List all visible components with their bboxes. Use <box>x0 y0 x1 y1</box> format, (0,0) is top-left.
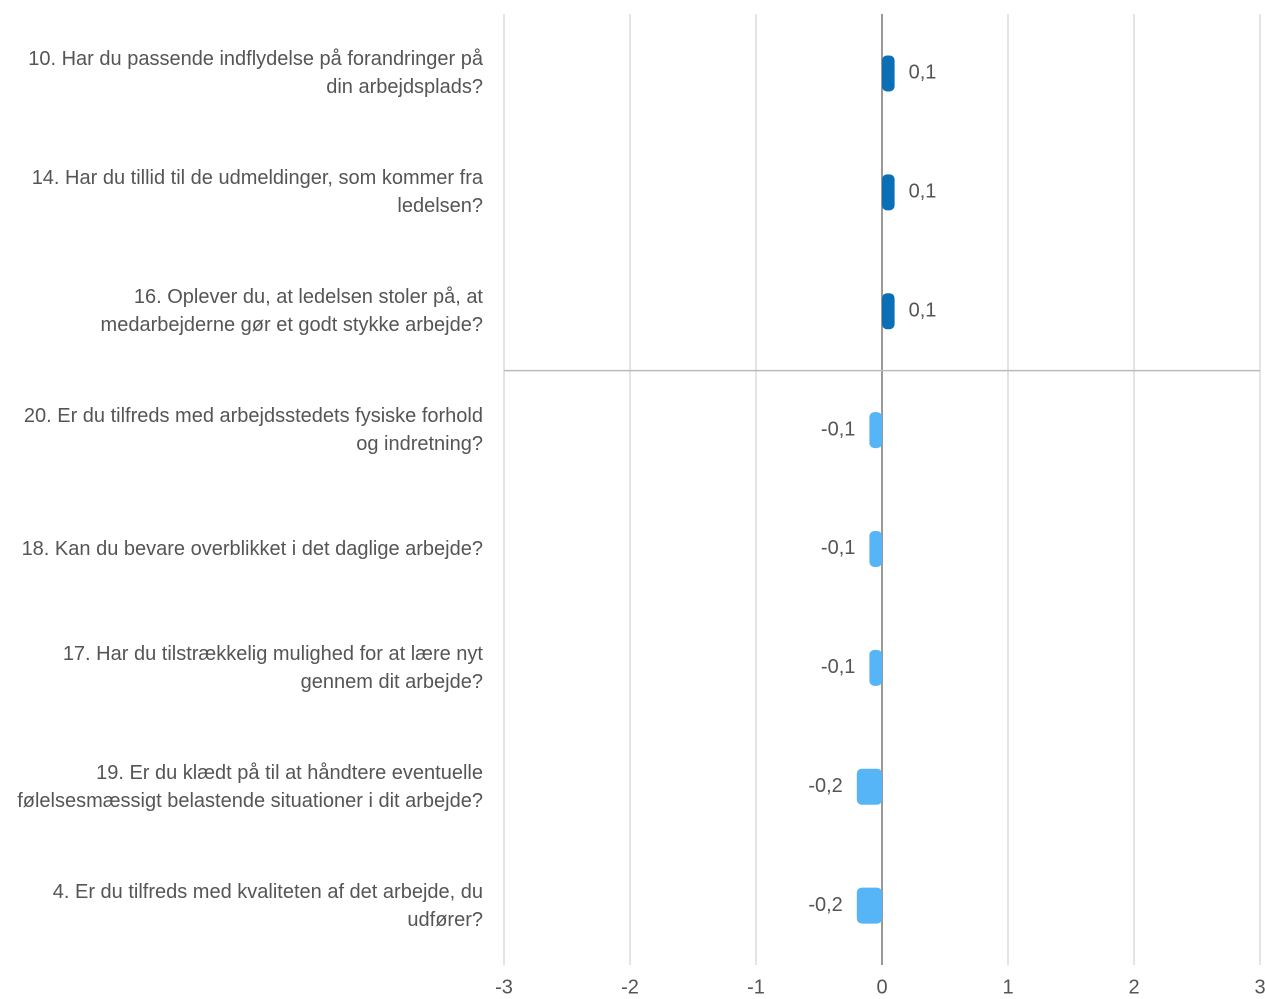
category-label: 18. Kan du bevare overblikket i det dagl… <box>21 537 483 560</box>
category-label: 20. Er du tilfreds med arbejdsstedets fy… <box>23 405 483 456</box>
x-tick-label: -3 <box>495 976 513 998</box>
category-label: 17. Har du tilstrækkelig mulighed for at… <box>62 642 483 693</box>
category-label: 16. Oplever du, at ledelsen stoler på, a… <box>100 286 483 337</box>
x-tick-label: 0 <box>876 976 887 998</box>
bar <box>869 649 882 686</box>
x-tick-label: 3 <box>1254 976 1265 998</box>
bar <box>882 293 895 330</box>
bar <box>869 530 882 567</box>
bar <box>869 412 882 449</box>
x-tick-label: 2 <box>1128 976 1139 998</box>
bar <box>882 174 895 211</box>
value-label: -0,1 <box>821 537 855 559</box>
value-label: 0,1 <box>909 62 937 84</box>
value-label: -0,1 <box>821 656 855 678</box>
value-label: 0,1 <box>909 181 937 203</box>
bar <box>856 768 882 805</box>
x-tick-label: -1 <box>747 976 765 998</box>
value-label: -0,1 <box>821 418 855 440</box>
x-tick-label: 1 <box>1002 976 1013 998</box>
bar <box>882 55 895 92</box>
category-label: 14. Har du tillid til de udmeldinger, so… <box>31 167 483 218</box>
x-tick-label: -2 <box>621 976 639 998</box>
value-label: -0,2 <box>808 894 842 916</box>
value-label: -0,2 <box>808 775 842 797</box>
bar <box>856 887 882 924</box>
category-label: 10. Har du passende indflydelse på foran… <box>28 48 483 99</box>
value-label: 0,1 <box>909 299 937 321</box>
category-label: 4. Er du tilfreds med kvaliteten af det … <box>52 880 483 931</box>
category-label: 19. Er du klædt på til at håndtere event… <box>17 761 483 812</box>
